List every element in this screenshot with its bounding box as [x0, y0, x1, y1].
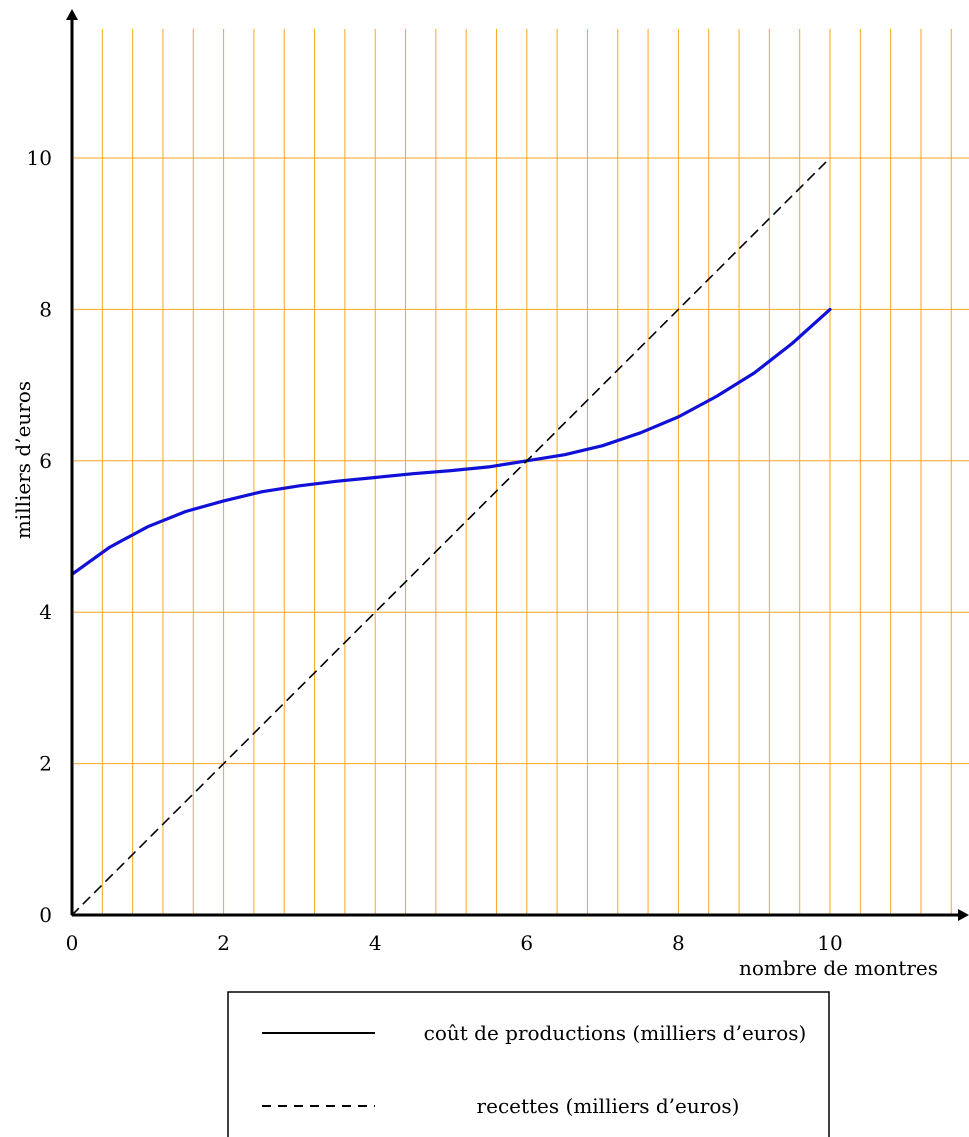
legend: coût de productions (milliers d’euros) r… — [227, 991, 830, 1137]
x-tick-label: 10 — [817, 931, 842, 955]
x-tick-label: 0 — [66, 931, 79, 955]
y-axis-arrow — [66, 9, 78, 20]
y-tick-label: 10 — [27, 146, 52, 170]
y-axis-title: milliers d’euros — [11, 381, 35, 539]
legend-label-cost: coût de productions (milliers d’euros) — [424, 1021, 807, 1045]
x-tick-label: 6 — [520, 931, 533, 955]
y-tick-label: 4 — [39, 600, 52, 624]
x-axis-title: nombre de montres — [739, 956, 938, 980]
series-cost-line — [70, 307, 832, 576]
tick-labels: 0 2 4 6 8 10 0 2 4 6 8 10 — [27, 146, 843, 955]
axes — [66, 9, 969, 921]
y-tick-label: 0 — [39, 903, 52, 927]
x-axis-arrow — [958, 909, 969, 921]
grid — [72, 28, 969, 915]
x-tick-label: 2 — [217, 931, 230, 955]
series-layer — [70, 157, 832, 916]
legend-box — [227, 991, 830, 1137]
x-tick-label: 8 — [672, 931, 685, 955]
x-tick-label: 4 — [369, 931, 382, 955]
y-tick-label: 6 — [39, 449, 52, 473]
series-revenue-line — [71, 157, 831, 916]
y-tick-label: 2 — [39, 752, 52, 776]
y-tick-label: 8 — [39, 297, 52, 321]
legend-label-revenue: recettes (milliers d’euros) — [477, 1094, 740, 1118]
